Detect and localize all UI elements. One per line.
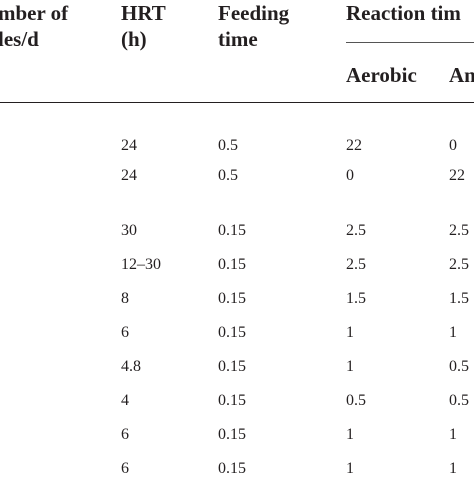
- cell-feeding: 0.5: [218, 137, 238, 154]
- reaction-subheader-rule: [346, 42, 474, 43]
- cell-aerobic: 2.5: [346, 222, 366, 239]
- cell-hrt: 24: [121, 167, 137, 184]
- cell-feeding: 0.15: [218, 324, 246, 341]
- header-reaction-time: Reaction tim: [346, 1, 461, 25]
- cell-anaerobic: 1: [449, 324, 457, 341]
- cell-hrt: 30: [121, 222, 137, 239]
- cell-aerobic: 0.5: [346, 392, 366, 409]
- cell-feeding: 0.15: [218, 222, 246, 239]
- cell-feeding: 0.15: [218, 358, 246, 375]
- cell-feeding: 0.15: [218, 426, 246, 443]
- cell-anaerobic: 1: [449, 460, 457, 477]
- cell-hrt: 6: [121, 426, 129, 443]
- header-cycles-line2: les/d: [0, 27, 39, 51]
- header-aerobic: Aerobic: [346, 63, 417, 87]
- cell-aerobic: 0: [346, 167, 354, 184]
- header-feeding-line1: Feeding: [218, 1, 290, 25]
- header-anaerobic: An: [449, 63, 474, 87]
- cell-anaerobic: 0.5: [449, 392, 469, 409]
- cell-feeding: 0.15: [218, 290, 246, 307]
- cell-anaerobic: 2.5: [449, 256, 469, 273]
- cell-anaerobic: 22: [449, 167, 465, 184]
- cell-hrt: 4.8: [121, 358, 141, 375]
- header-hrt-line2: (h): [121, 27, 147, 51]
- cell-anaerobic: 0: [449, 137, 457, 154]
- cell-aerobic: 1.5: [346, 290, 366, 307]
- cell-aerobic: 22: [346, 137, 362, 154]
- cell-aerobic: 1: [346, 324, 354, 341]
- cell-anaerobic: 1.5: [449, 290, 469, 307]
- cell-anaerobic: 2.5: [449, 222, 469, 239]
- cell-hrt: 6: [121, 324, 129, 341]
- cell-anaerobic: 1: [449, 426, 457, 443]
- cell-aerobic: 1: [346, 426, 354, 443]
- cell-hrt: 12–30: [121, 256, 161, 273]
- cell-hrt: 4: [121, 392, 129, 409]
- cell-feeding: 0.15: [218, 460, 246, 477]
- header-cycles-line1: mber of: [0, 1, 69, 25]
- cell-aerobic: 1: [346, 460, 354, 477]
- cell-hrt: 8: [121, 290, 129, 307]
- cell-feeding: 0.15: [218, 256, 246, 273]
- header-feeding-line2: time: [218, 27, 258, 51]
- header-hrt-line1: HRT: [121, 1, 166, 25]
- cell-feeding: 0.5: [218, 167, 238, 184]
- cell-aerobic: 1: [346, 358, 354, 375]
- cell-feeding: 0.15: [218, 392, 246, 409]
- cell-aerobic: 2.5: [346, 256, 366, 273]
- header-bottom-rule: [0, 102, 474, 103]
- cell-hrt: 6: [121, 460, 129, 477]
- cell-anaerobic: 0.5: [449, 358, 469, 375]
- cell-hrt: 24: [121, 137, 137, 154]
